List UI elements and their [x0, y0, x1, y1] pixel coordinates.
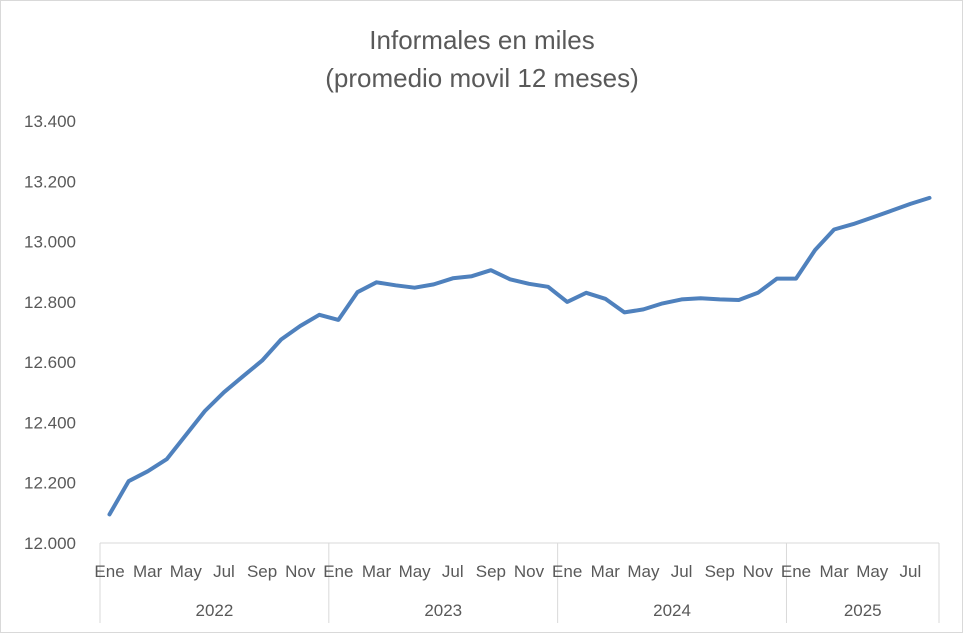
y-tick-label: 12.600	[24, 353, 76, 372]
month-tick-label: May	[856, 562, 889, 581]
month-tick-label: Sep	[476, 562, 506, 581]
y-tick-label: 12.400	[24, 413, 76, 432]
month-tick-label: Sep	[705, 562, 735, 581]
month-tick-label: Nov	[743, 562, 774, 581]
month-tick-label: Jul	[213, 562, 235, 581]
month-tick-label: Jul	[900, 562, 922, 581]
y-tick-label: 12.800	[24, 293, 76, 312]
year-label: 2024	[653, 601, 691, 620]
month-tick-label: Mar	[591, 562, 621, 581]
year-label: 2025	[844, 601, 882, 620]
y-tick-label: 12.000	[24, 534, 76, 553]
month-tick-label: Nov	[514, 562, 545, 581]
y-tick-label: 12.200	[24, 474, 76, 493]
month-tick-label: Sep	[247, 562, 277, 581]
y-axis: 12.000 12.200 12.400 12.600 12.800 13.000 13.2…	[24, 112, 76, 553]
year-label: 2022	[195, 601, 233, 620]
month-tick-label: May	[627, 562, 660, 581]
chart-subtitle: (promedio movil 12 meses)	[325, 63, 639, 93]
chart-title: Informales en miles	[369, 25, 594, 55]
month-tick-label: Jul	[671, 562, 693, 581]
month-tick-label: Mar	[133, 562, 163, 581]
month-tick-label: Ene	[552, 562, 582, 581]
month-tick-label: Nov	[285, 562, 316, 581]
series-line	[107, 195, 932, 517]
year-label: 2023	[424, 601, 462, 620]
series-plot	[107, 195, 932, 517]
month-tick-label: May	[170, 562, 203, 581]
y-tick-label: 13.400	[24, 112, 76, 131]
month-tick-label: Ene	[94, 562, 124, 581]
month-tick-label: Ene	[323, 562, 353, 581]
month-tick-label: Ene	[781, 562, 811, 581]
month-tick-label: Jul	[442, 562, 464, 581]
y-tick-label: 13.200	[24, 172, 76, 191]
month-tick-label: Mar	[819, 562, 849, 581]
x-axis: 2022 2023 2024 2025 Ene Mar May Jul Sep Nov Ene Mar…	[94, 542, 940, 623]
month-tick-label: Mar	[362, 562, 392, 581]
y-tick-label: 13.000	[24, 233, 76, 252]
month-tick-label: May	[399, 562, 432, 581]
